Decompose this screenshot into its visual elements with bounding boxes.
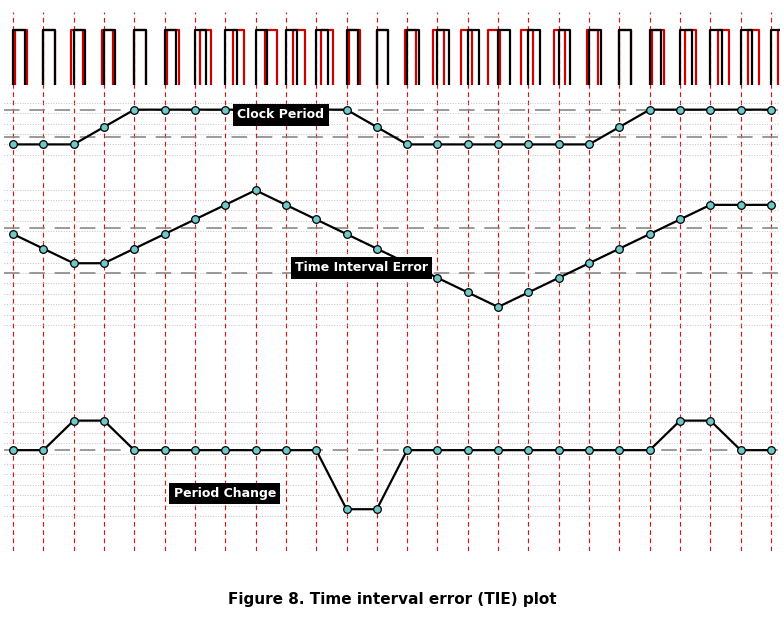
Text: Period Change: Period Change — [174, 487, 276, 500]
Text: Time Interval Error: Time Interval Error — [295, 261, 428, 274]
Text: Figure 8. Time interval error (TIE) plot: Figure 8. Time interval error (TIE) plot — [227, 592, 557, 607]
Text: Clock Period: Clock Period — [238, 108, 325, 121]
